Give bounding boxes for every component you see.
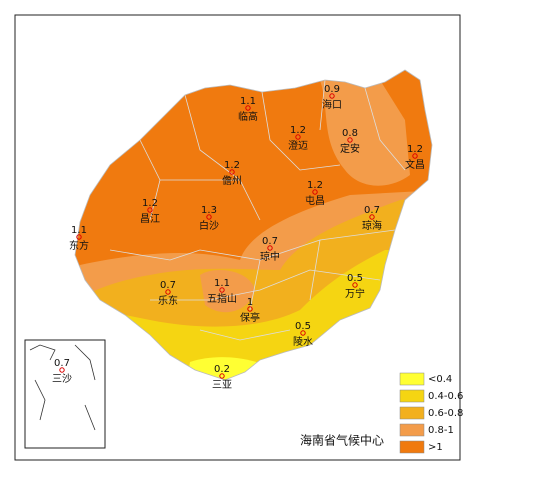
station-value: 1.1 <box>71 225 87 236</box>
station-marker <box>295 134 301 140</box>
station-name: 五指山 <box>207 292 237 305</box>
station-value: 0.2 <box>214 364 230 375</box>
station-value: 0.8 <box>342 128 358 139</box>
inset-frame <box>24 339 106 449</box>
station-marker <box>245 105 251 111</box>
station-value: 1.2 <box>290 125 306 136</box>
station-name: 文昌 <box>405 158 425 171</box>
station-name: 白沙 <box>199 219 219 232</box>
station-marker <box>412 153 418 159</box>
station-marker <box>352 282 358 288</box>
station-marker <box>329 93 335 99</box>
station-marker <box>76 234 82 240</box>
station-name: 三亚 <box>212 380 232 391</box>
station-value: 0.7 <box>160 280 176 291</box>
station-value: 1.2 <box>407 144 423 155</box>
station-value: 0.7 <box>54 358 70 369</box>
station-name: 昌江 <box>140 213 160 225</box>
station-marker <box>369 214 375 220</box>
legend-swatch <box>399 440 425 454</box>
station-marker <box>219 287 225 293</box>
station-name: 琼中 <box>260 250 280 263</box>
station-marker <box>59 367 65 373</box>
source-label: 海南省气候中心 <box>300 433 384 448</box>
zone <box>200 270 255 313</box>
station-name: 万宁 <box>345 287 365 300</box>
legend-label: >1 <box>428 442 443 453</box>
station-value: 0.7 <box>262 236 278 247</box>
station-value: 1.2 <box>307 180 323 191</box>
legend-label: 0.6-0.8 <box>428 408 463 419</box>
station-name: 定安 <box>340 142 360 155</box>
station-name: 临高 <box>238 110 258 123</box>
station-name: 海口 <box>322 98 342 111</box>
legend-swatch <box>399 389 425 403</box>
legend-swatch <box>399 423 425 437</box>
station-name: 东方 <box>69 239 89 252</box>
station-value: 1.1 <box>214 278 230 289</box>
map-frame <box>14 14 461 461</box>
island <box>75 70 432 380</box>
legend-swatch <box>399 406 425 420</box>
station-value: 0.7 <box>364 205 380 216</box>
legend-label: <0.4 <box>428 374 452 385</box>
station-name: 乐东 <box>158 294 178 307</box>
station-name: 陵水 <box>293 336 313 348</box>
station-value: 1.3 <box>201 205 217 216</box>
station-name: 儋州 <box>222 174 242 187</box>
station-name: 琼海 <box>362 219 382 232</box>
station-marker <box>165 289 171 295</box>
station-marker <box>206 214 212 220</box>
legend-swatch <box>399 372 425 386</box>
station-marker <box>300 330 306 336</box>
station-value: 1 <box>247 297 253 308</box>
station-value: 0.5 <box>295 321 311 332</box>
station-marker <box>347 137 353 143</box>
station-name: 保亭 <box>240 311 260 324</box>
station-marker <box>267 245 273 251</box>
zone <box>185 357 265 380</box>
station-value: 0.5 <box>347 273 363 284</box>
station-marker <box>147 207 153 213</box>
legend-label: 0.8-1 <box>428 425 454 436</box>
station-marker <box>312 189 318 195</box>
station-value: 1.1 <box>240 96 256 107</box>
station-value: 1.2 <box>142 198 158 209</box>
legend-label: 0.4-0.6 <box>428 391 463 402</box>
station-value: 0.9 <box>324 84 340 95</box>
station-marker <box>229 169 235 175</box>
station-marker <box>219 373 225 379</box>
station-marker <box>247 306 253 312</box>
station-name: 三沙 <box>52 373 72 385</box>
station-name: 屯昌 <box>305 194 325 207</box>
station-name: 澄迈 <box>288 139 308 152</box>
station-value: 1.2 <box>224 160 240 171</box>
